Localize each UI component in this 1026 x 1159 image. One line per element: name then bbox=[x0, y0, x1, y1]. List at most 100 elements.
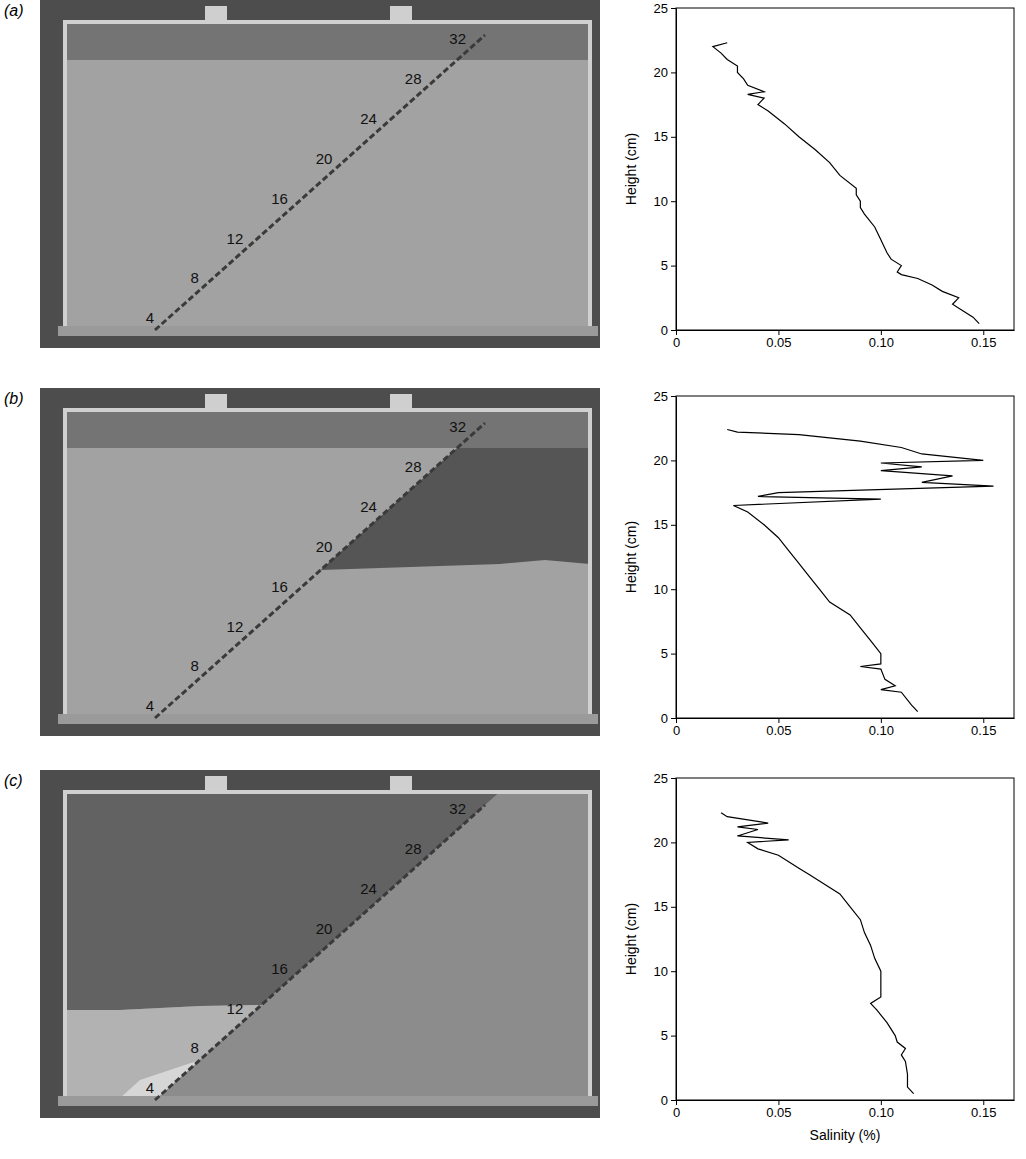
tick: 0 bbox=[661, 711, 676, 726]
tick: 25 bbox=[654, 1, 676, 16]
tick: 5 bbox=[661, 1028, 676, 1043]
tick-label: 0.10 bbox=[869, 1105, 894, 1120]
tick: 0.15 bbox=[971, 718, 996, 738]
profile-chart: 00.050.100.150510152025Height (cm) bbox=[623, 1, 1015, 351]
scale-label: 24 bbox=[360, 498, 377, 515]
tank-knob bbox=[390, 776, 412, 790]
tick: 0 bbox=[661, 323, 676, 338]
tick-label: 0.05 bbox=[766, 1105, 791, 1120]
tick: 10 bbox=[654, 582, 676, 597]
plot-frame bbox=[676, 8, 1014, 330]
tick-label: 25 bbox=[654, 389, 668, 404]
tick-label: 0.10 bbox=[869, 723, 894, 738]
scale-label: 4 bbox=[146, 1079, 154, 1096]
y-axis-title: Height (cm) bbox=[623, 521, 639, 593]
tick-mark bbox=[671, 718, 676, 719]
tick-label: 15 bbox=[654, 129, 668, 144]
y-axis: 0 5 10 15 20 25 bbox=[654, 771, 677, 1108]
tick-mark bbox=[671, 589, 676, 590]
photo-panel: 48121620242832(b) bbox=[4, 388, 600, 736]
scale-label: 12 bbox=[227, 618, 244, 635]
tick: 0.05 bbox=[766, 718, 791, 738]
plot-frame bbox=[676, 778, 1014, 1100]
tank-top-layer bbox=[65, 410, 590, 448]
tick: 20 bbox=[654, 453, 676, 468]
y-axis: 0 5 10 15 20 25 bbox=[654, 389, 677, 726]
tick: 0.15 bbox=[971, 330, 996, 350]
scale-label: 8 bbox=[190, 269, 198, 286]
scale-label: 20 bbox=[316, 920, 333, 937]
tank-knob bbox=[390, 6, 412, 20]
tick: 25 bbox=[654, 389, 676, 404]
plot-area bbox=[727, 429, 993, 711]
tick-mark bbox=[671, 201, 676, 202]
scale-label: 20 bbox=[316, 150, 333, 167]
panel-label: (c) bbox=[4, 772, 23, 789]
tank-knob bbox=[205, 776, 227, 790]
tick-mark bbox=[671, 330, 676, 331]
plot-frame bbox=[676, 396, 1014, 718]
tick-label: 0 bbox=[673, 335, 680, 350]
tick: 10 bbox=[654, 964, 676, 979]
profile-line bbox=[713, 43, 979, 324]
tick: 15 bbox=[654, 517, 676, 532]
tick-label: 20 bbox=[654, 835, 668, 850]
scale-label: 24 bbox=[360, 110, 377, 127]
tick: 0.05 bbox=[766, 330, 791, 350]
scale-label: 28 bbox=[405, 840, 422, 857]
x-axis: 0 0.05 0.10 0.15 bbox=[673, 1100, 1015, 1120]
photo-background bbox=[40, 770, 600, 1118]
dark-region bbox=[65, 792, 500, 1010]
tick: 0.10 bbox=[869, 1100, 894, 1120]
tick-label: 15 bbox=[654, 517, 668, 532]
tick-label: 15 bbox=[654, 899, 668, 914]
tick-mark bbox=[671, 907, 676, 908]
profile-line bbox=[727, 429, 993, 711]
pale-region bbox=[120, 1060, 200, 1098]
tank-base bbox=[58, 1096, 598, 1106]
tank-water bbox=[65, 792, 590, 1098]
tank-knob bbox=[390, 394, 412, 408]
tick-label: 0.15 bbox=[971, 335, 996, 350]
tick-mark bbox=[671, 525, 676, 526]
tick: 0 bbox=[661, 1093, 676, 1108]
photo-panel: 48121620242832(a) bbox=[4, 0, 600, 348]
tick-mark bbox=[671, 842, 676, 843]
tick: 0 bbox=[673, 330, 680, 350]
tick: 10 bbox=[654, 194, 676, 209]
tick-label: 0.15 bbox=[971, 1105, 996, 1120]
profile-chart: 00.050.100.150510152025Height (cm)Salini… bbox=[623, 771, 1015, 1143]
tick: 20 bbox=[654, 835, 676, 850]
tick: 15 bbox=[654, 129, 676, 144]
tank-water bbox=[65, 410, 590, 716]
tank-water bbox=[65, 22, 590, 328]
tick-label: 0 bbox=[661, 323, 668, 338]
tick: 0.05 bbox=[766, 1100, 791, 1120]
tick-label: 10 bbox=[654, 194, 668, 209]
tank-top-layer bbox=[65, 22, 590, 60]
tick-mark bbox=[671, 396, 676, 397]
scale-label: 28 bbox=[405, 458, 422, 475]
tick-mark bbox=[671, 460, 676, 461]
ruler-line bbox=[155, 805, 485, 1100]
tick: 0 bbox=[673, 1100, 680, 1120]
ruler-line bbox=[155, 35, 485, 330]
tick-label: 0 bbox=[661, 1093, 668, 1108]
tick-mark bbox=[671, 266, 676, 267]
panel-label: (b) bbox=[4, 390, 24, 407]
tick-label: 0 bbox=[661, 711, 668, 726]
light-region bbox=[65, 1005, 261, 1098]
scale-label: 28 bbox=[405, 70, 422, 87]
photo-panel: 48121620242832(c) bbox=[4, 770, 600, 1118]
dark-intrusion bbox=[321, 448, 590, 570]
tick-mark bbox=[671, 137, 676, 138]
figure: 48121620242832(a)48121620242832(b)481216… bbox=[0, 0, 1026, 1159]
y-axis-title: Height (cm) bbox=[623, 133, 639, 205]
x-axis: 00.050.100.15 bbox=[673, 718, 1015, 738]
tick: 0.15 bbox=[971, 1100, 996, 1120]
tick: 25 bbox=[654, 771, 676, 786]
tick: 5 bbox=[661, 646, 676, 661]
profile-chart: 0 0.05 0.10 0.15 0 5 10 15 20 25 Height (cm) bbox=[623, 389, 1015, 739]
tick-label: 0.05 bbox=[766, 723, 791, 738]
y-axis-title: Height (cm) bbox=[623, 903, 639, 975]
